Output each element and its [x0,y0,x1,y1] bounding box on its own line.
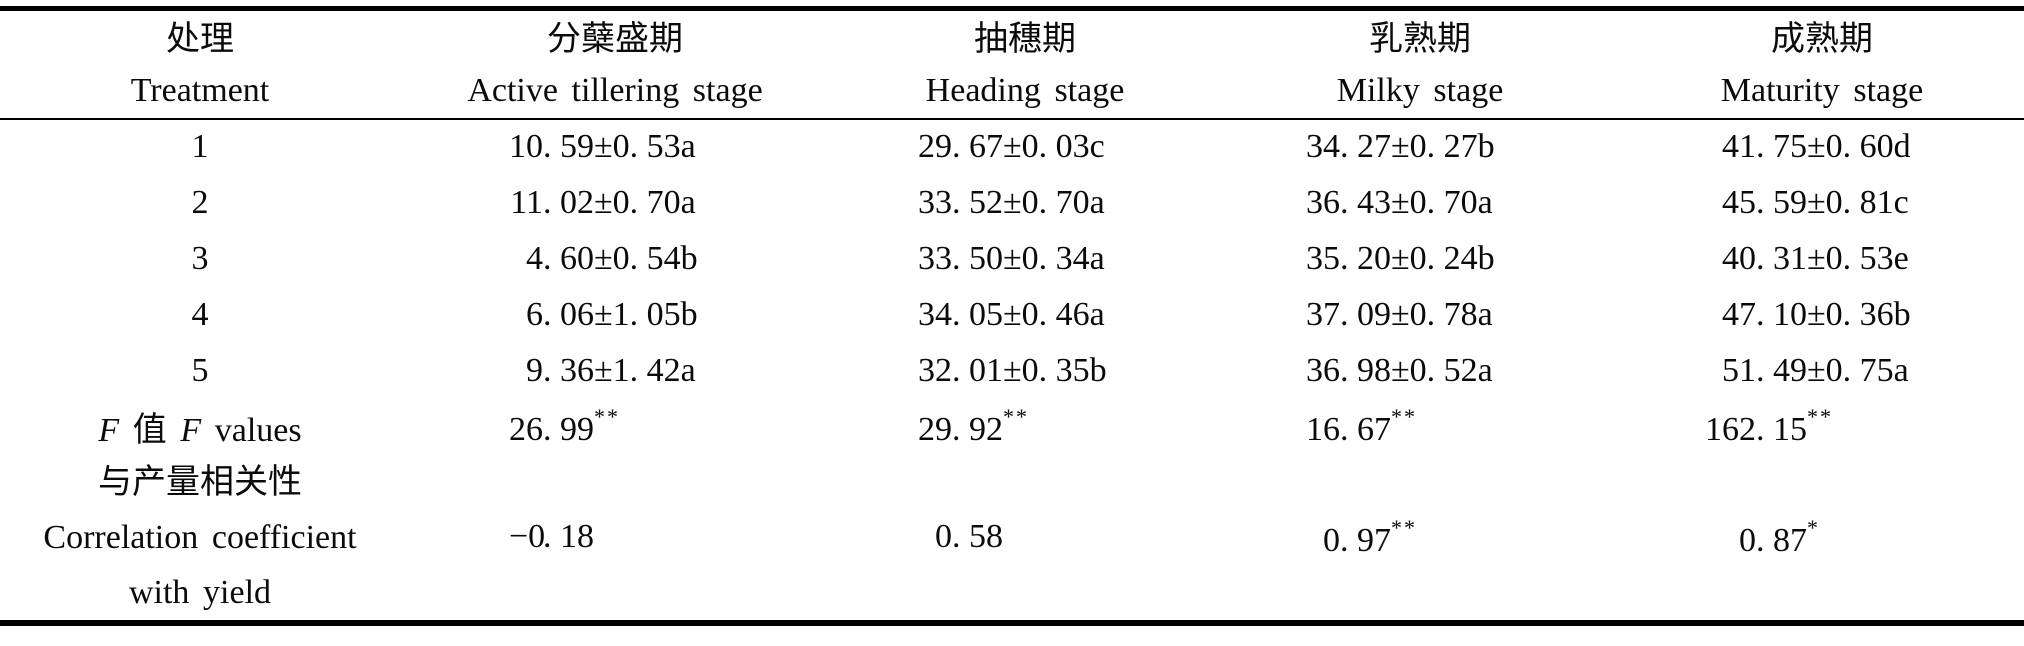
value-cell: 33. 50±0. 34a [830,231,1220,287]
value: 32. 01±0. 35b [918,351,1107,389]
correlation-row-label: 与产量相关性 Correlation coefficient with yield [43,463,357,611]
value: 51. 49±0. 75a [1722,351,1909,389]
col-header-milky-stage-zh: 乳熟期 [1369,21,1471,59]
col-header-maturity-stage-en: Maturity stage [1720,72,1924,110]
value: 45. 59±0. 81c [1722,183,1909,221]
correlation-cell: −0. 18 [400,455,830,623]
correlation-value: 0. 97** [1323,514,1417,559]
value-cell: 4. 60±0. 54b [400,231,830,287]
col-header-milky-stage-en: Milky stage [1336,72,1504,110]
value: 41. 75±0. 60d [1722,128,1911,165]
value: 36. 43±0. 70a [1306,183,1493,221]
col-header-milky-stage: 乳熟期 Milky stage [1220,8,1620,120]
value-cell: 34. 27±0. 27b [1220,119,1620,175]
value: 11. 02±0. 70a [510,183,696,221]
value-cell: 11. 02±0. 70a [400,175,830,231]
value-cell: 45. 59±0. 81c [1620,175,2024,231]
col-header-active-tillering-en: Active tillering stage [467,72,763,110]
f-value-cell: 162. 15** [1620,399,2024,455]
value-cell: 34. 05±0. 46a [830,287,1220,343]
row-label: 3 [191,239,209,277]
table-row-treatment-1: 1 10. 59±0. 53a 29. 67±0. 03c 34. 27±0. … [0,119,2024,175]
col-header-treatment: 处理 Treatment [0,8,400,120]
value-cell: 36. 98±0. 52a [1220,343,1620,399]
correlation-value: 0. 58 [935,518,1003,555]
f-value-cell: 29. 92** [830,399,1220,455]
value: 6. 06±1. 05b [526,295,698,333]
value: 40. 31±0. 53e [1722,239,1909,277]
table-row-treatment-4: 4 6. 06±1. 05b 34. 05±0. 46a 37. 09±0. 7… [0,287,2024,343]
table-row-correlation: 与产量相关性 Correlation coefficient with yield … [0,455,2024,623]
value-cell: 47. 10±0. 36b [1620,287,2024,343]
value: 47. 10±0. 36b [1722,295,1911,333]
value-cell: 37. 09±0. 78a [1220,287,1620,343]
value-cell: 41. 75±0. 60d [1620,119,2024,175]
f-value: 162. 15** [1705,404,1833,448]
value-cell: 9. 36±1. 42a [400,343,830,399]
f-value: 16. 67** [1306,404,1417,448]
correlation-value: −0. 18 [509,518,594,555]
table-row-treatment-5: 5 9. 36±1. 42a 32. 01±0. 35b 36. 98±0. 5… [0,343,2024,399]
value-cell: 6. 06±1. 05b [400,287,830,343]
value: 34. 05±0. 46a [918,295,1105,333]
f-value: 29. 92** [918,404,1029,448]
value: 29. 67±0. 03c [918,128,1105,165]
table-row-treatment-3: 3 4. 60±0. 54b 33. 50±0. 34a 35. 20±0. 2… [0,231,2024,287]
col-header-maturity-stage-zh: 成熟期 [1771,21,1873,59]
value: 37. 09±0. 78a [1306,295,1493,333]
col-header-active-tillering-zh: 分蘖盛期 [547,21,683,59]
row-label: 2 [191,183,209,221]
value-cell: 29. 67±0. 03c [830,119,1220,175]
table-row-f-values: F 值 F values 26. 99** 29. 92** 16. 67** … [0,399,2024,455]
value-cell: 35. 20±0. 24b [1220,231,1620,287]
value: 9. 36±1. 42a [526,351,696,389]
row-label: 4 [191,295,209,333]
value: 36. 98±0. 52a [1306,351,1493,389]
f-values-row-label: F 值 F values [98,412,302,449]
value: 33. 52±0. 70a [918,183,1105,221]
value-cell: 51. 49±0. 75a [1620,343,2024,399]
results-table: 处理 Treatment 分蘖盛期 Active tillering stage… [0,6,2024,626]
value-cell: 33. 52±0. 70a [830,175,1220,231]
f-value-cell: 26. 99** [400,399,830,455]
correlation-cell: 0. 87* [1620,455,2024,623]
value-cell: 32. 01±0. 35b [830,343,1220,399]
value: 10. 59±0. 53a [509,128,696,165]
value: 35. 20±0. 24b [1306,239,1495,277]
correlation-cell: 0. 58 [830,455,1220,623]
value-cell: 10. 59±0. 53a [400,119,830,175]
col-header-heading-stage: 抽穗期 Heading stage [830,8,1220,120]
row-label: 5 [191,351,209,389]
row-label: 1 [191,128,209,165]
value: 4. 60±0. 54b [526,239,698,277]
correlation-value: 0. 87* [1739,514,1820,559]
value-cell: 40. 31±0. 53e [1620,231,2024,287]
f-value-cell: 16. 67** [1220,399,1620,455]
col-header-heading-stage-en: Heading stage [925,72,1125,110]
value: 34. 27±0. 27b [1306,128,1495,165]
col-header-maturity-stage: 成熟期 Maturity stage [1620,8,2024,120]
f-value: 26. 99** [509,404,620,448]
col-header-heading-stage-zh: 抽穗期 [974,21,1076,59]
header-row: 处理 Treatment 分蘖盛期 Active tillering stage… [0,8,2024,120]
correlation-cell: 0. 97** [1220,455,1620,623]
col-header-active-tillering: 分蘖盛期 Active tillering stage [400,8,830,120]
value-cell: 36. 43±0. 70a [1220,175,1620,231]
col-header-treatment-en: Treatment [130,72,270,110]
col-header-treatment-zh: 处理 [166,21,234,59]
table-row-treatment-2: 2 11. 02±0. 70a 33. 52±0. 70a 36. 43±0. … [0,175,2024,231]
value: 33. 50±0. 34a [918,239,1105,277]
